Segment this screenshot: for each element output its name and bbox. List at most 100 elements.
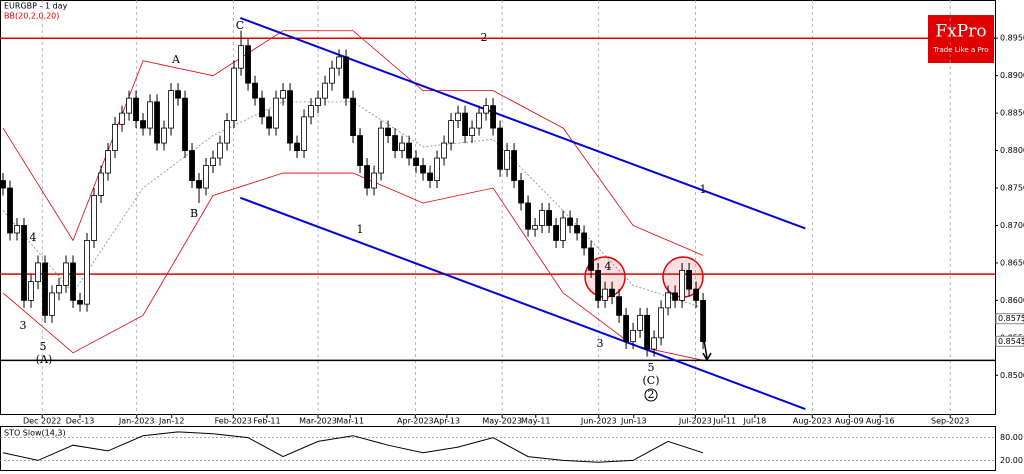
candle-body [539, 210, 545, 226]
candle-body [161, 127, 167, 144]
x-tick-label: Mar-11 [336, 417, 364, 426]
candle-body [490, 105, 496, 129]
candle-body [196, 180, 202, 189]
candle-body [406, 142, 412, 159]
x-tick-label: Feb-2023 [215, 417, 252, 426]
plot-frame [0, 0, 996, 415]
candle-body [525, 202, 531, 230]
candle-body [168, 90, 174, 129]
candle-body [301, 116, 307, 151]
candle-body [413, 157, 419, 166]
candle-body [203, 165, 209, 189]
candle-body [7, 187, 13, 234]
x-tick-label: Aug-09 [835, 417, 864, 426]
x-tick-label: Apr-13 [434, 417, 460, 426]
candle-body [609, 288, 615, 298]
wave-label: B [190, 207, 198, 220]
candle-body [693, 288, 699, 301]
wave-label: C [236, 19, 244, 32]
wave-label: 5 [648, 361, 655, 374]
candle-body [63, 262, 69, 286]
candle-body [343, 56, 349, 99]
sto-tick-label: 80.00 [1000, 433, 1023, 442]
candle-body [469, 127, 475, 136]
candle-body [315, 97, 321, 107]
candle-body [182, 97, 188, 151]
x-tick-label: Jan-2023 [118, 417, 155, 426]
candle-body [616, 296, 622, 316]
channel-line [239, 196, 806, 410]
band-lower [2, 172, 704, 361]
candle-body [665, 292, 671, 309]
candle-body [595, 270, 601, 301]
x-tick-label: Sep-2023 [931, 417, 969, 426]
candle-body [119, 112, 125, 125]
candle-body [266, 116, 272, 129]
candle-body [574, 225, 580, 234]
candle-body [42, 262, 48, 316]
candle-body [259, 97, 265, 118]
x-tick-label: Jul-2023 [678, 417, 712, 426]
candle-body [112, 123, 118, 151]
candle-body [602, 288, 608, 301]
candle-body [189, 150, 195, 181]
candle-body [350, 97, 356, 136]
sto-tick-label: 20.00 [1000, 456, 1023, 465]
wave-label: 1 [357, 223, 364, 236]
candle-body [385, 127, 391, 136]
wave-label: 3 [597, 337, 604, 350]
x-tick-label: Mar-2023 [299, 417, 337, 426]
candle-body [686, 270, 692, 290]
wave-label: 2 [648, 388, 655, 401]
x-tick-label: Dec 2022 [23, 417, 61, 426]
wave-label: (A) [36, 353, 53, 366]
candle-body [322, 82, 328, 99]
candle-body [175, 90, 181, 99]
candle-body [518, 180, 524, 204]
stochastic-frame [0, 426, 996, 471]
x-tick-label: Jul-11 [712, 417, 736, 426]
candle-body [98, 172, 104, 196]
indicator-label: BB(20,2,0,20) [4, 12, 59, 21]
candle-body [658, 307, 664, 339]
candle-body [588, 247, 594, 271]
candle-body [70, 262, 76, 301]
x-tick-label: Aug-16 [866, 417, 895, 426]
candle-body [126, 97, 132, 114]
candle-body [504, 150, 510, 170]
candle-body [483, 105, 489, 114]
x-tick-label: May-2023 [482, 417, 522, 426]
candle-body [287, 90, 293, 144]
candle-body [329, 67, 335, 84]
candle-body [280, 90, 286, 99]
candle-body [364, 165, 370, 189]
candle-body [392, 135, 398, 151]
candle-body [77, 299, 83, 305]
candle-body [21, 225, 27, 301]
candle-body [581, 232, 587, 249]
price-box [995, 313, 1024, 325]
candle-body [210, 157, 216, 166]
candle-body [336, 56, 342, 69]
channel-line [239, 17, 806, 230]
wave-label: 2 [481, 31, 488, 44]
candle-body [455, 112, 461, 122]
candle-body [448, 120, 454, 144]
candle-body [441, 142, 447, 159]
arrow [702, 339, 712, 362]
candle-body [532, 225, 538, 230]
wave-label: 3 [20, 319, 27, 332]
candle-body [497, 127, 503, 170]
candle-body [371, 172, 377, 189]
candle-body [245, 45, 251, 84]
candle-body [105, 150, 111, 174]
wave-label: 4 [605, 260, 612, 273]
candle-body [252, 82, 258, 99]
wave-label: 5 [40, 340, 47, 353]
candle-body [91, 195, 97, 241]
